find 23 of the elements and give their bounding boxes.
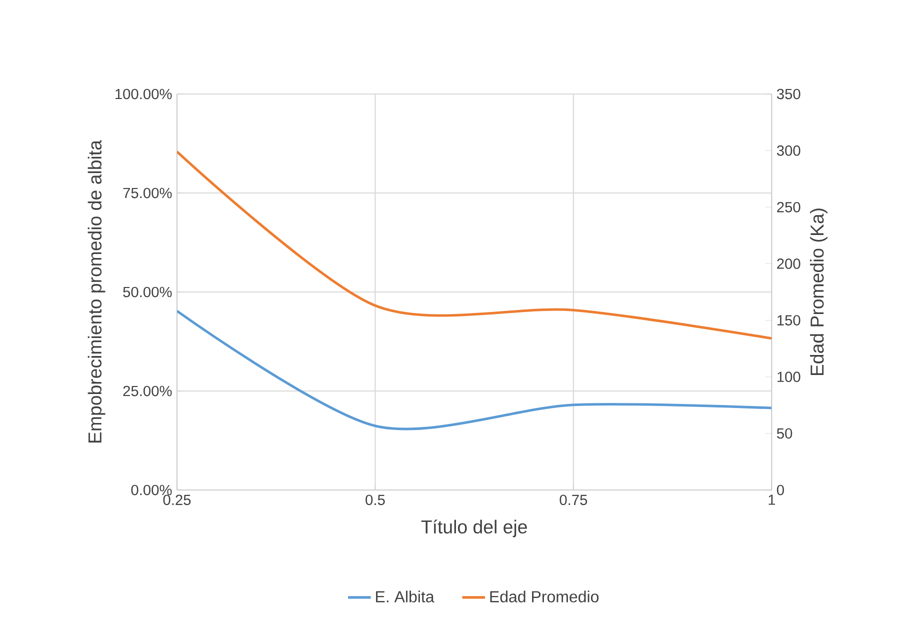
- y2-tick-label: 300: [776, 145, 800, 156]
- y-axis-title: Empobrecimiento promedio de albita: [88, 140, 106, 442]
- legend-label: Edad Promedio: [490, 590, 599, 602]
- x-tick-label: 0.75: [560, 494, 588, 506]
- y-tick-label: 0.00%: [131, 484, 172, 496]
- x-axis-title: Título del eje: [421, 520, 527, 538]
- legend-label: E. Albita: [376, 590, 434, 602]
- line-series: [177, 150, 772, 340]
- y2-tick-label: 50: [776, 428, 792, 439]
- y2-tick-label: 350: [776, 88, 800, 100]
- y2-tick-label: 200: [777, 258, 800, 269]
- y2-tick-label: 100: [777, 372, 800, 382]
- y-tick-label: 75.00%: [123, 188, 172, 198]
- y-tick-label: 50.00%: [123, 286, 172, 298]
- y2-tick-label: 0: [776, 484, 784, 496]
- y-tick-label: 25.00%: [123, 386, 172, 396]
- x-tick-label: 1: [768, 494, 776, 505]
- x-tick-label: 0.5: [366, 494, 385, 506]
- y2-tick-label: 150: [777, 315, 800, 326]
- x-tick-label: 0.25: [163, 494, 191, 506]
- y2-tick-label: 250: [777, 202, 800, 212]
- y-tick-label: 100.00%: [116, 88, 172, 100]
- y2-axis-title: Edad Promedio (Ka): [810, 208, 828, 376]
